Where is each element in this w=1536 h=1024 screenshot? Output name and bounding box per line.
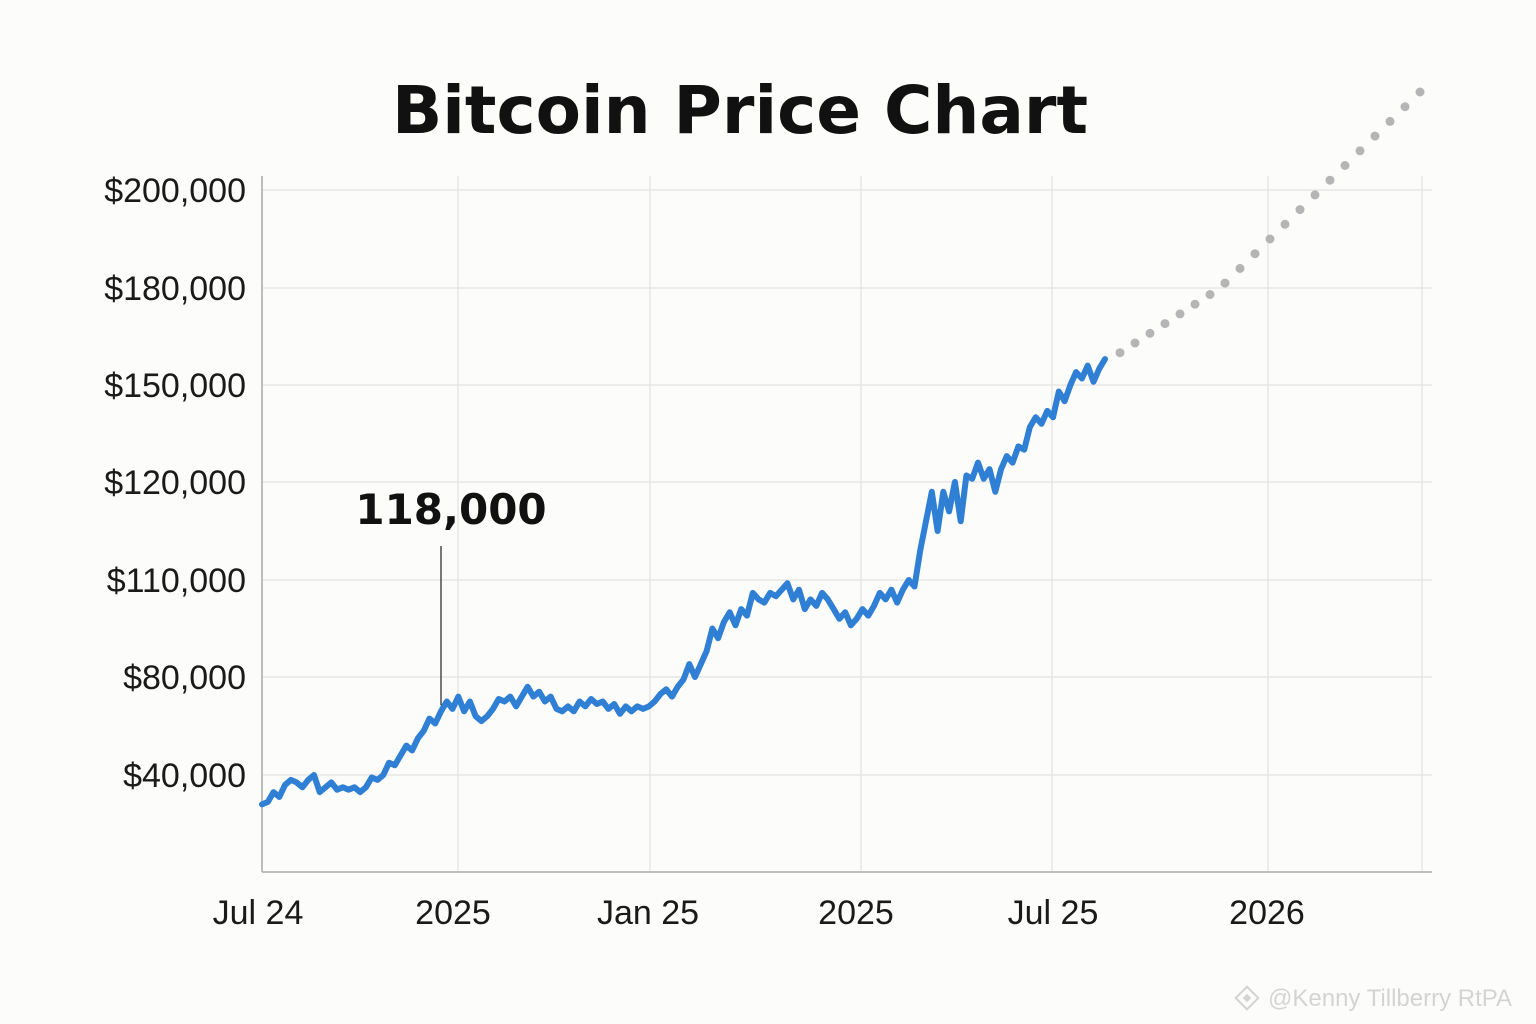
forecast-point: [1220, 278, 1230, 288]
forecast-point: [1235, 263, 1245, 273]
grid-lines: [262, 176, 1432, 872]
y-tick-label: $120,000: [104, 464, 246, 502]
forecast-point: [1385, 116, 1395, 126]
forecast-point: [1175, 309, 1185, 319]
forecast-point: [1265, 234, 1275, 244]
forecast-point: [1250, 249, 1260, 259]
forecast-point: [1280, 219, 1290, 229]
x-tick-label: 2025: [818, 894, 894, 932]
watermark: @Kenny Tillberry RtPA: [1234, 985, 1512, 1012]
forecast-point: [1325, 175, 1335, 185]
forecast-point: [1340, 161, 1350, 170]
price-series-line: [259, 356, 1108, 808]
x-tick-label: Jan 25: [597, 894, 699, 932]
x-tick-label: 2025: [415, 894, 491, 932]
forecast-point: [1145, 328, 1155, 338]
x-axis-ticks: Jul 24 2025 Jan 25 2025 Jul 25 2026: [213, 894, 1305, 932]
forecast-point: [1160, 319, 1170, 329]
x-tick-label: Jul 24: [213, 894, 304, 932]
forecast-series: [1115, 87, 1425, 358]
y-tick-label: $200,000: [104, 172, 246, 210]
y-tick-label: $40,000: [123, 757, 246, 795]
forecast-point: [1205, 290, 1215, 299]
x-tick-label: 2026: [1229, 894, 1305, 932]
forecast-point: [1295, 205, 1305, 215]
x-tick-label: Jul 25: [1008, 894, 1099, 932]
y-tick-label: $110,000: [107, 562, 246, 600]
forecast-point: [1415, 87, 1425, 97]
forecast-point: [1190, 299, 1200, 309]
watermark-text: @Kenny Tillberry RtPA: [1268, 985, 1512, 1012]
y-tick-label: $80,000: [123, 659, 246, 697]
y-tick-label: $180,000: [104, 270, 246, 308]
watermark-logo-icon: [1234, 985, 1260, 1011]
forecast-point: [1370, 131, 1380, 141]
y-tick-label: $150,000: [104, 367, 246, 405]
y-axis-ticks: $40,000 $80,000 $110,000 $120,000 $150,000 $1…: [104, 172, 246, 795]
forecast-point: [1115, 348, 1125, 358]
forecast-point: [1355, 146, 1365, 156]
forecast-point: [1400, 102, 1410, 112]
chart-title: Bitcoin Price Chart: [392, 72, 1088, 149]
annotation-label: 118,000: [355, 485, 546, 534]
forecast-point: [1310, 190, 1320, 200]
forecast-point: [1130, 338, 1140, 348]
